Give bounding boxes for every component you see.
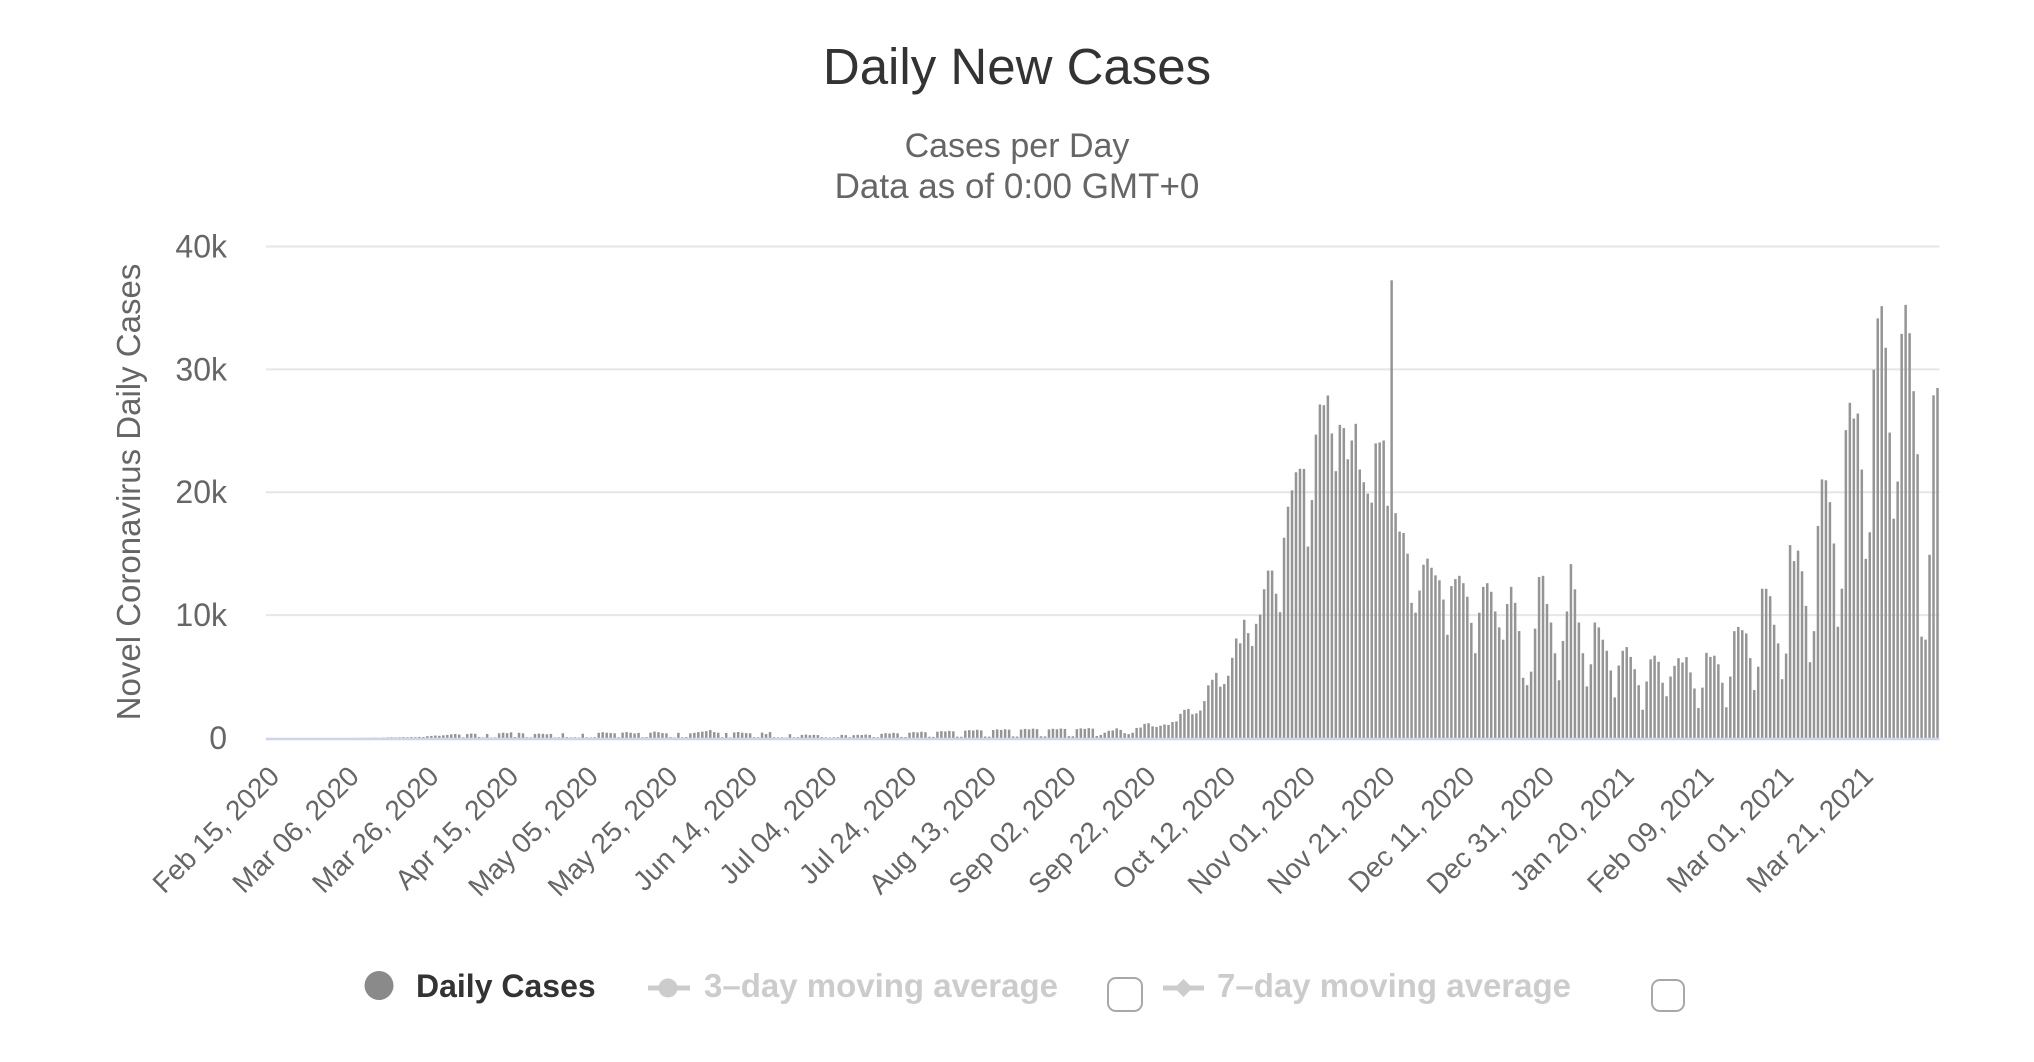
svg-text:Data as of 0:00 GMT+0: Data as of 0:00 GMT+0 (835, 167, 1200, 206)
svg-text:0: 0 (209, 720, 227, 756)
svg-text:Daily Cases: Daily Cases (416, 968, 596, 1004)
svg-text:Daily New Cases: Daily New Cases (823, 38, 1211, 95)
svg-text:3–day moving average: 3–day moving average (704, 967, 1058, 1004)
svg-text:7–day moving average: 7–day moving average (1217, 967, 1571, 1004)
svg-text:Cases per Day: Cases per Day (905, 127, 1130, 165)
svg-text:30k: 30k (175, 351, 228, 387)
svg-text:Novel Coronavirus Daily Cases: Novel Coronavirus Daily Cases (110, 264, 147, 721)
svg-text:10k: 10k (175, 597, 228, 633)
svg-text:20k: 20k (175, 474, 228, 510)
svg-text:40k: 40k (175, 229, 228, 265)
